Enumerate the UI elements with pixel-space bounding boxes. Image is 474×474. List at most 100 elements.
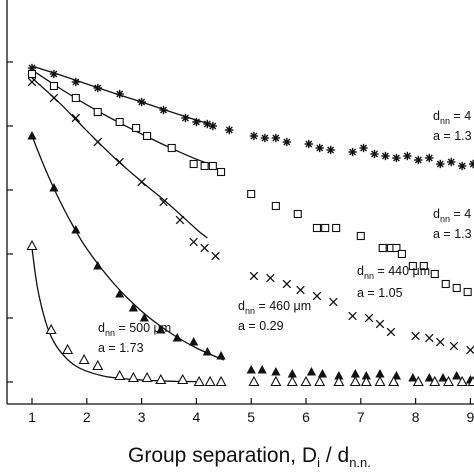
- annotation-a-filled-triangle: a = 0.29: [238, 319, 284, 333]
- asterisk-point-12: [249, 131, 259, 141]
- annotation-d-asterisk: dnn = 4: [433, 109, 471, 126]
- cross-point-3: [93, 137, 103, 147]
- cross-point-17: [348, 311, 357, 321]
- annotation-a-cross: a = 1.05: [357, 286, 403, 300]
- asterisk-point-3: [93, 83, 102, 93]
- open-square-point-18: [356, 231, 365, 241]
- asterisk-point-22: [381, 151, 390, 161]
- open-square-point-13: [271, 201, 280, 211]
- cross-point-23: [436, 337, 445, 347]
- open-triangle-point-19: [349, 375, 361, 387]
- open-square-point-16: [321, 223, 330, 233]
- open-square-point-26: [441, 279, 450, 289]
- open-triangle-point-7: [141, 371, 153, 383]
- open-triangle-point-23: [412, 375, 424, 387]
- annotation-d-open-square: dnn = 4: [433, 207, 471, 224]
- cross-point-0: [27, 77, 37, 87]
- x-axis-title: Group separation, Di / dn.n.: [128, 444, 371, 470]
- open-triangle-point-16: [300, 375, 312, 387]
- cross-point-13: [282, 279, 292, 289]
- open-triangle-point-15: [286, 375, 298, 387]
- asterisk-point-5: [137, 97, 146, 107]
- annotation-a-asterisk: a = 1.3: [433, 129, 472, 143]
- annotation-d-filled-triangle: dnn = 460 μm: [238, 299, 311, 316]
- filled-triangle-point-21: [375, 369, 385, 378]
- cross-point-7: [175, 215, 185, 225]
- asterisk-point-8: [192, 117, 201, 127]
- cross-point-10: [211, 251, 220, 261]
- open-triangle-point-18: [333, 375, 345, 387]
- asterisk-point-10: [208, 121, 218, 131]
- open-triangle-point-5: [114, 369, 126, 381]
- filled-triangle-point-8: [172, 333, 182, 342]
- fit-curve-cross: [31, 77, 208, 239]
- open-triangle-point-27: [467, 375, 474, 387]
- open-square-point-8: [189, 159, 198, 169]
- filled-triangle-point-1: [49, 183, 59, 192]
- asterisk-point-25: [414, 155, 423, 165]
- filled-triangle-point-0: [27, 131, 37, 140]
- open-square-point-11: [217, 167, 226, 177]
- open-square-point-22: [397, 249, 406, 259]
- filled-triangle-point-20: [361, 371, 371, 380]
- filled-triangle-point-15: [287, 369, 297, 378]
- cross-point-2: [71, 113, 81, 123]
- asterisk-point-4: [115, 89, 124, 99]
- asterisk-point-24: [403, 151, 412, 161]
- cross-point-4: [115, 157, 124, 167]
- open-triangle-point-13: [248, 375, 260, 387]
- cross-point-1: [49, 93, 59, 103]
- open-triangle-point-24: [429, 375, 441, 387]
- open-square-point-10: [208, 161, 217, 171]
- open-square-point-7: [167, 143, 176, 153]
- x-tick-label-9: 9: [467, 409, 474, 425]
- axes: [6, 0, 474, 405]
- cross-point-8: [189, 237, 198, 247]
- open-triangle-point-8: [155, 373, 167, 385]
- x-tick-label-6: 6: [302, 409, 310, 425]
- x-tick-label-2: 2: [83, 409, 91, 425]
- annotation-d-open-triangle: dnn = 500 μm: [98, 321, 171, 338]
- open-square-point-19: [378, 243, 387, 253]
- open-square-point-9: [200, 161, 209, 171]
- filled-triangle-point-5: [128, 303, 138, 312]
- asterisk-point-11: [225, 125, 234, 135]
- asterisk-point-18: [326, 145, 335, 155]
- x-tick-label-3: 3: [138, 409, 146, 425]
- x-tick-label-7: 7: [357, 409, 365, 425]
- filled-triangle-point-25: [438, 373, 448, 382]
- filled-triangle-point-4: [115, 289, 125, 298]
- open-square-point-5: [132, 123, 141, 133]
- annotation-a-open-triangle: a = 1.73: [98, 341, 144, 355]
- open-triangle-point-9: [177, 373, 189, 385]
- asterisk-point-17: [315, 143, 324, 153]
- open-square-point-28: [463, 287, 472, 297]
- asterisk-point-30: [468, 159, 474, 169]
- filled-triangle-point-24: [424, 373, 434, 382]
- open-square-point-2: [71, 93, 80, 103]
- filled-triangle-point-7: [156, 325, 166, 334]
- cross-point-19: [375, 319, 385, 329]
- open-square-point-23: [408, 261, 417, 271]
- asterisk-point-6: [159, 105, 168, 115]
- open-triangle-point-1: [45, 323, 57, 335]
- open-square-point-6: [143, 131, 152, 141]
- open-triangle-point-4: [92, 359, 104, 371]
- annotation-d-cross: dnn = 440 μm: [357, 264, 430, 281]
- open-triangle-point-12: [215, 375, 227, 387]
- open-square-point-21: [392, 243, 401, 253]
- open-square-point-0: [27, 69, 37, 79]
- cross-point-5: [137, 177, 146, 187]
- open-triangle-point-11: [204, 375, 216, 387]
- open-triangle-point-10: [193, 375, 205, 387]
- asterisk-point-23: [392, 153, 401, 163]
- asterisk-point-26: [425, 153, 434, 163]
- asterisk-point-28: [447, 157, 456, 167]
- open-triangle-point-20: [360, 375, 372, 387]
- filled-triangle-point-19: [350, 369, 360, 378]
- cross-point-9: [200, 243, 209, 253]
- filled-triangle-point-13: [257, 365, 267, 374]
- open-triangle-point-14: [270, 375, 282, 387]
- open-triangle-point-2: [62, 343, 74, 355]
